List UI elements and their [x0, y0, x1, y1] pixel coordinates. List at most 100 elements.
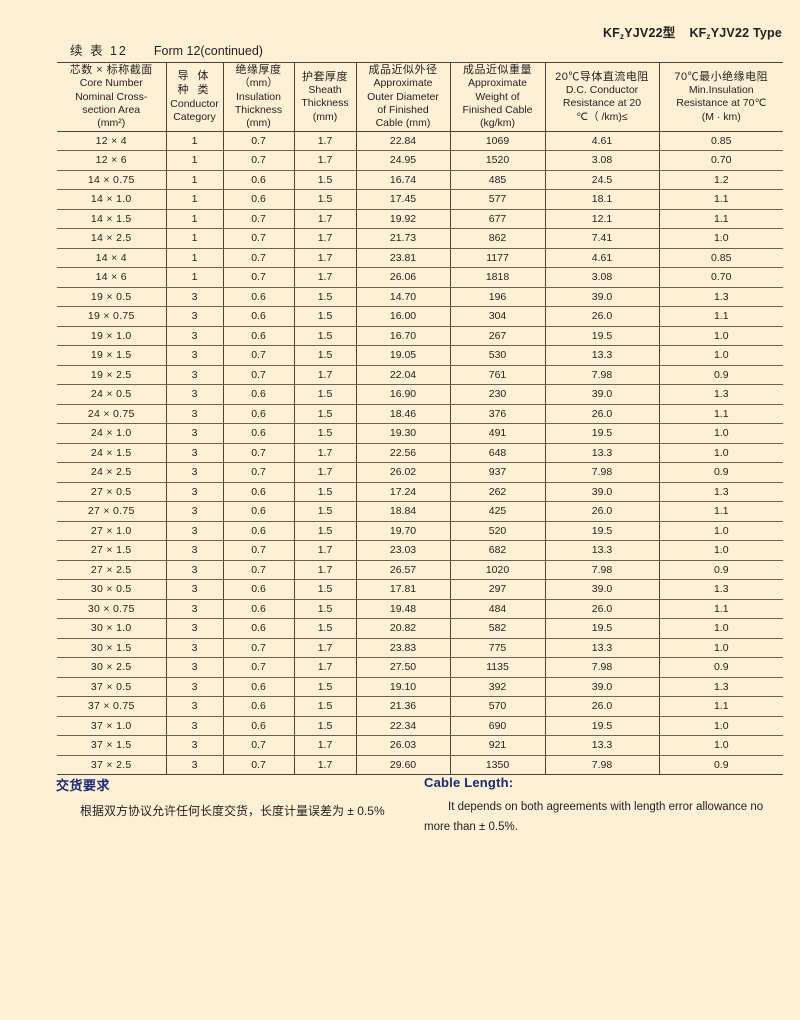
cell-insulation-thickness: 0.7	[222, 735, 295, 756]
cell-sheath-thickness: 1.5	[293, 696, 357, 717]
cell-sheath-thickness: 1.5	[293, 677, 357, 698]
cell-sheath-thickness: 1.7	[293, 209, 357, 230]
cell-weight: 392	[449, 677, 546, 698]
table-row: 14 × 4 1 0.7 1.7 23.81 1177 4.61 0.85	[57, 248, 783, 269]
cell-insulation-resistance: 1.1	[658, 306, 783, 327]
cell-weight: 267	[449, 326, 546, 347]
cell-sheath-thickness: 1.7	[293, 560, 357, 581]
cell-insulation-thickness: 0.6	[222, 384, 295, 405]
cell-size: 27 × 2.5	[57, 560, 167, 581]
cell-insulation-resistance: 1.0	[658, 345, 783, 366]
cell-dc-resistance: 7.98	[544, 560, 660, 581]
table-row: 27 × 0.5 3 0.6 1.5 17.24 262 39.0 1.3	[57, 482, 783, 503]
cell-conductor-category: 3	[165, 618, 224, 639]
cell-insulation-thickness: 0.6	[222, 716, 295, 737]
cell-insulation-resistance: 0.70	[658, 150, 783, 171]
cell-insulation-resistance: 1.3	[658, 384, 783, 405]
cell-conductor-category: 3	[165, 735, 224, 756]
cell-weight: 530	[449, 345, 546, 366]
cell-insulation-thickness: 0.6	[222, 677, 295, 698]
form-caption-en: Form 12(continued)	[153, 44, 263, 58]
cell-sheath-thickness: 1.5	[293, 189, 357, 210]
cell-insulation-thickness: 0.6	[222, 521, 295, 542]
table-row: 12 × 6 1 0.7 1.7 24.95 1520 3.08 0.70	[57, 150, 783, 171]
table-row: 37 × 0.5 3 0.6 1.5 19.10 392 39.0 1.3	[57, 677, 783, 698]
cell-insulation-thickness: 0.6	[222, 404, 295, 425]
cell-size: 24 × 1.5	[57, 443, 167, 464]
cell-insulation-thickness: 0.7	[222, 267, 295, 288]
cell-insulation-resistance: 1.1	[658, 599, 783, 620]
cell-insulation-resistance: 0.9	[658, 560, 783, 581]
cell-weight: 520	[449, 521, 546, 542]
table-row: 14 × 6 1 0.7 1.7 26.06 1818 3.08 0.70	[57, 267, 783, 288]
cell-outer-diameter: 20.82	[355, 618, 451, 639]
cell-weight: 230	[449, 384, 546, 405]
cell-outer-diameter: 26.06	[355, 267, 451, 288]
document-title-cn: KFzYJV22型	[602, 26, 676, 41]
cell-dc-resistance: 26.0	[544, 696, 660, 717]
cell-insulation-thickness: 0.6	[222, 501, 295, 522]
cell-outer-diameter: 19.48	[355, 599, 451, 620]
cell-outer-diameter: 29.60	[355, 755, 451, 776]
cell-conductor-category: 3	[165, 657, 224, 678]
cell-conductor-category: 3	[165, 579, 224, 600]
cell-conductor-category: 1	[165, 150, 224, 171]
cell-dc-resistance: 7.98	[544, 755, 660, 776]
cell-insulation-thickness: 0.7	[222, 248, 295, 269]
cell-insulation-thickness: 0.7	[222, 462, 295, 483]
cell-insulation-thickness: 0.7	[222, 209, 295, 230]
table-row: 37 × 1.5 3 0.7 1.7 26.03 921 13.3 1.0	[57, 735, 783, 756]
cell-dc-resistance: 7.41	[544, 228, 660, 249]
table-row: 24 × 0.75 3 0.6 1.5 18.46 376 26.0 1.1	[57, 404, 783, 425]
cell-size: 30 × 1.5	[57, 638, 167, 659]
cell-dc-resistance: 13.3	[544, 638, 660, 659]
cell-insulation-resistance: 1.0	[658, 540, 783, 561]
cell-insulation-thickness: 0.7	[222, 560, 295, 581]
cell-insulation-resistance: 1.0	[658, 521, 783, 542]
cell-sheath-thickness: 1.5	[293, 326, 357, 347]
table-row: 24 × 0.5 3 0.6 1.5 16.90 230 39.0 1.3	[57, 384, 783, 405]
cell-insulation-resistance: 0.9	[658, 462, 783, 483]
cell-outer-diameter: 19.10	[355, 677, 451, 698]
cell-weight: 1520	[449, 150, 546, 171]
cell-insulation-resistance: 1.0	[658, 443, 783, 464]
cell-sheath-thickness: 1.5	[293, 287, 357, 308]
cell-weight: 196	[449, 287, 546, 308]
cell-sheath-thickness: 1.5	[293, 579, 357, 600]
column-header-weight: 成品近似重量 Approximate Weight of Finished Ca…	[449, 62, 546, 132]
cell-outer-diameter: 19.92	[355, 209, 451, 230]
cell-outer-diameter: 26.03	[355, 735, 451, 756]
table-row: 24 × 1.0 3 0.6 1.5 19.30 491 19.5 1.0	[57, 423, 783, 444]
cell-dc-resistance: 3.08	[544, 150, 660, 171]
cell-dc-resistance: 26.0	[544, 599, 660, 620]
column-header-insulation-thickness: 绝缘厚度 （mm） Insulation Thickness (mm)	[222, 62, 295, 132]
specification-table-container: 芯数 × 标称截面 Core Number Nominal Cross- sec…	[57, 62, 783, 776]
cell-sheath-thickness: 1.5	[293, 306, 357, 327]
cell-insulation-resistance: 1.0	[658, 326, 783, 347]
cell-sheath-thickness: 1.7	[293, 365, 357, 386]
cell-conductor-category: 3	[165, 521, 224, 542]
cell-size: 14 × 1.5	[57, 209, 167, 230]
cell-weight: 582	[449, 618, 546, 639]
cell-dc-resistance: 7.98	[544, 365, 660, 386]
cell-sheath-thickness: 1.7	[293, 657, 357, 678]
cell-dc-resistance: 19.5	[544, 521, 660, 542]
cell-sheath-thickness: 1.7	[293, 462, 357, 483]
cell-conductor-category: 1	[165, 189, 224, 210]
table-row: 19 × 2.5 3 0.7 1.7 22.04 761 7.98 0.9	[57, 365, 783, 386]
cell-conductor-category: 3	[165, 677, 224, 698]
cell-insulation-thickness: 0.6	[222, 618, 295, 639]
cell-insulation-resistance: 1.3	[658, 482, 783, 503]
cable-length-text: It depends on both agreements with lengt…	[424, 801, 764, 833]
cell-weight: 1177	[449, 248, 546, 269]
cell-insulation-resistance: 1.0	[658, 423, 783, 444]
cell-sheath-thickness: 1.7	[293, 248, 357, 269]
cable-length-heading: Cable Length:	[424, 775, 514, 790]
cell-size: 37 × 1.5	[57, 735, 167, 756]
cell-size: 19 × 1.0	[57, 326, 167, 347]
form-caption-cn: 续 表 12	[70, 44, 128, 58]
cell-conductor-category: 3	[165, 326, 224, 347]
cell-insulation-thickness: 0.6	[222, 287, 295, 308]
cell-sheath-thickness: 1.7	[293, 150, 357, 171]
